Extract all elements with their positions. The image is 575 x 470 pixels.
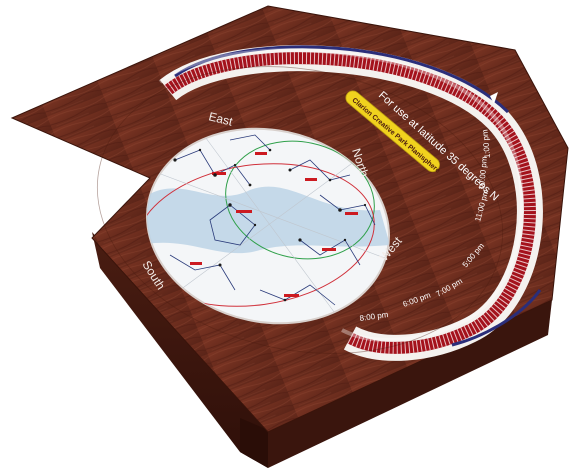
star-labels — [190, 152, 358, 297]
time-label-8pm: 8:00 pm — [359, 310, 389, 323]
time-label-1pm: 1:00 pm — [480, 129, 492, 159]
stars — [173, 148, 367, 302]
time-label-10pm: 10:00 pm — [477, 156, 489, 190]
date-time-scale-ring[interactable] — [158, 45, 543, 361]
star-map-window[interactable] — [126, 107, 407, 346]
board-edge — [92, 232, 552, 468]
pointer-marker — [490, 92, 498, 104]
direction-east: East — [207, 109, 234, 129]
